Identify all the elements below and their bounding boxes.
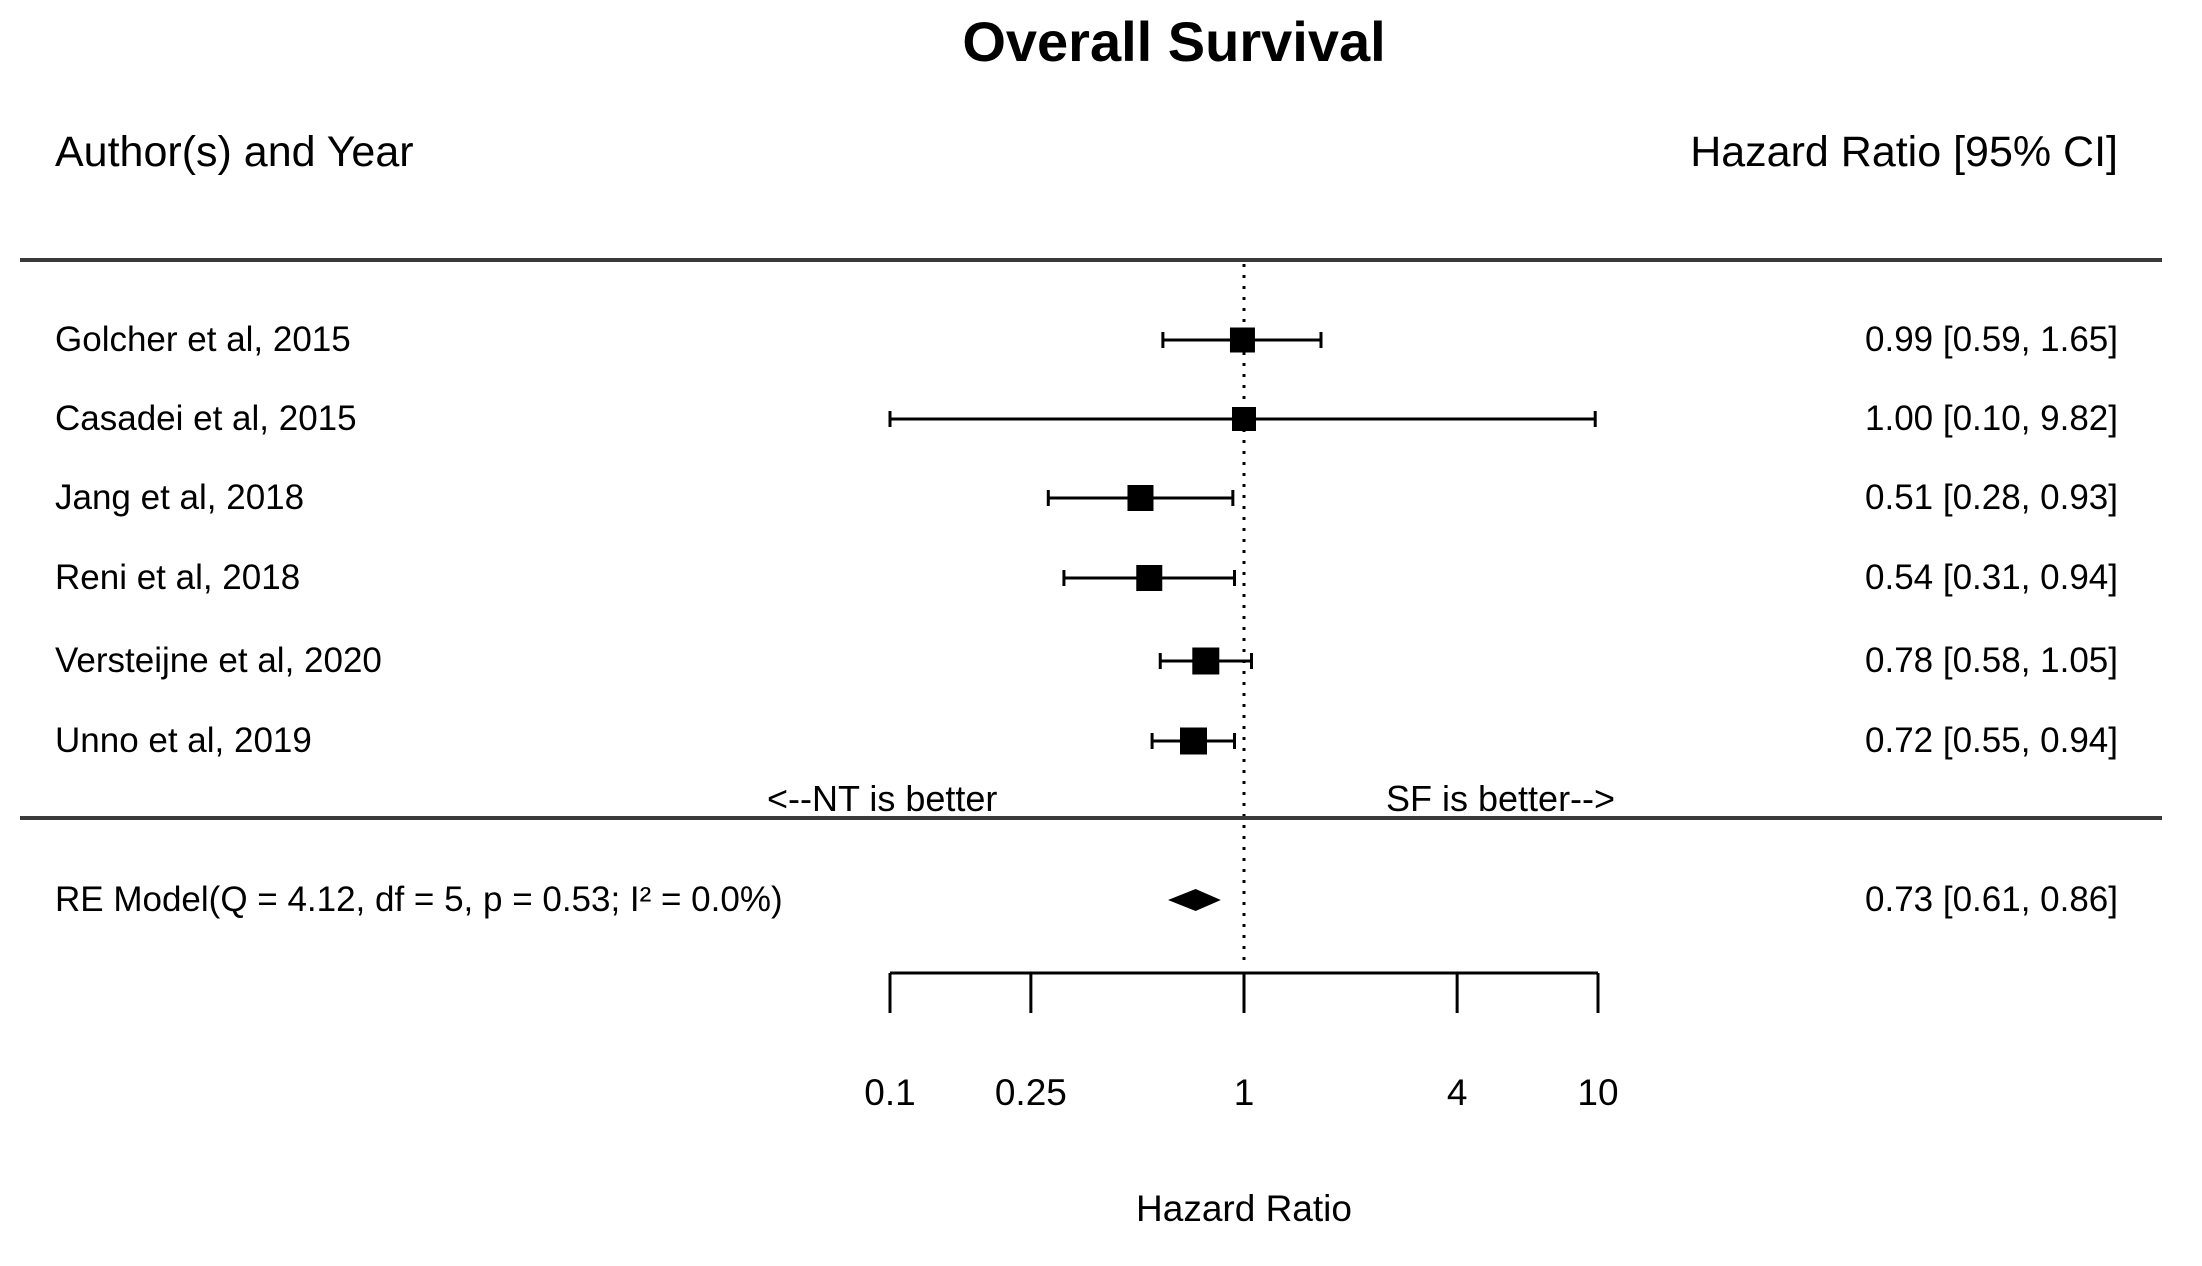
study-ci-value: 1.00 [0.10, 9.82]: [1865, 399, 2118, 438]
chart-title: Overall Survival: [962, 10, 1386, 73]
estimate-square: [1229, 327, 1255, 353]
summary-separator-line: [20, 816, 2162, 820]
estimate-square: [1232, 407, 1256, 431]
study-label: Versteijne et al, 2020: [55, 641, 382, 680]
study-label: Unno et al, 2019: [55, 721, 312, 760]
column-header-hazard-ratio: Hazard Ratio [95% CI]: [1690, 128, 2118, 176]
study-label: Casadei et al, 2015: [55, 399, 357, 438]
header-separator-line: [20, 258, 2162, 262]
study-ci-value: 0.72 [0.55, 0.94]: [1865, 721, 2118, 760]
x-axis-tick-label: 0.1: [864, 1072, 916, 1113]
summary-diamond: [1168, 889, 1221, 911]
estimate-square: [1127, 485, 1154, 511]
study-ci-value: 0.54 [0.31, 0.94]: [1865, 558, 2118, 597]
re-model-label: RE Model(Q = 4.12, df = 5, p = 0.53; I² …: [55, 880, 783, 919]
x-axis-title: Hazard Ratio: [1136, 1188, 1352, 1229]
estimate-square: [1192, 647, 1220, 675]
x-axis-tick-label: 1: [1233, 1072, 1255, 1113]
x-axis-tick-label: 10: [1577, 1072, 1619, 1113]
study-label: Jang et al, 2018: [55, 478, 305, 517]
direction-label-nt-better: <--NT is better: [767, 778, 998, 819]
re-model-ci-value: 0.73 [0.61, 0.86]: [1865, 880, 2118, 919]
column-header-authors: Author(s) and Year: [55, 128, 414, 176]
estimate-square: [1136, 565, 1163, 591]
study-ci-value: 0.51 [0.28, 0.93]: [1865, 478, 2118, 517]
study-label: Reni et al, 2018: [55, 558, 301, 597]
x-axis-tick-label: 0.25: [994, 1072, 1067, 1113]
x-axis-tick-label: 4: [1446, 1072, 1468, 1113]
direction-label-sf-better: SF is better-->: [1386, 778, 1616, 819]
study-ci-value: 0.78 [0.58, 1.05]: [1865, 641, 2118, 680]
estimate-square: [1179, 727, 1207, 755]
study-label: Golcher et al, 2015: [55, 320, 351, 359]
study-ci-value: 0.99 [0.59, 1.65]: [1865, 320, 2118, 359]
